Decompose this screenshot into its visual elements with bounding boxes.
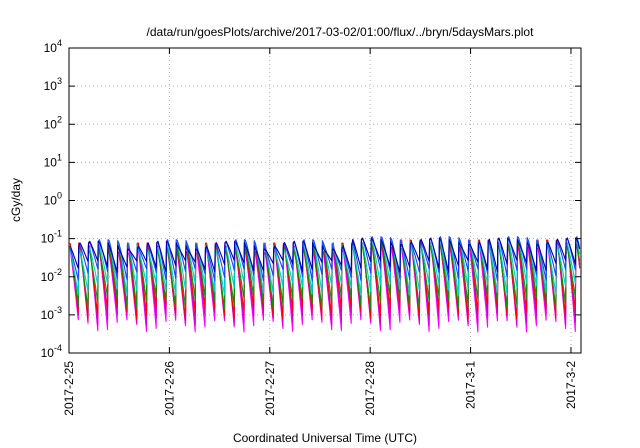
- grid-lines: [69, 48, 581, 353]
- y-tick-label: 10-1: [41, 229, 62, 246]
- y-tick-label: 102: [44, 114, 62, 131]
- y-axis-label: cGy/day: [9, 178, 23, 222]
- y-tick-label: 10-3: [41, 305, 62, 322]
- x-tick-label: 2017-3-1: [464, 361, 478, 409]
- y-tick-label: 101: [44, 152, 62, 169]
- y-tick-label: 100: [44, 191, 62, 208]
- chart-title: /data/run/goesPlots/archive/2017-03-02/0…: [147, 25, 535, 39]
- y-tick-label: 103: [44, 76, 62, 93]
- x-axis-label: Coordinated Universal Time (UTC): [233, 431, 417, 445]
- series-line: [69, 236, 581, 282]
- x-tick-label: 2017-2-26: [162, 361, 176, 416]
- series-lines: [69, 236, 581, 333]
- x-tick-label: 2017-3-2: [564, 361, 578, 409]
- y-tick-label: 104: [44, 38, 62, 55]
- x-tick-label: 2017-2-25: [62, 361, 76, 416]
- y-tick-label: 10-2: [41, 267, 62, 284]
- y-ticks: 10-4 10-3 10-2 10-1 100 101 102 103 104: [41, 38, 581, 360]
- x-tick-label: 2017-2-27: [263, 361, 277, 416]
- x-ticks: 2017-2-25 2017-2-26 2017-2-27 2017-2-28 2017…: [62, 48, 578, 416]
- x-tick-label: 2017-2-28: [363, 361, 377, 416]
- series-line: [69, 240, 581, 310]
- series-line: [69, 237, 581, 273]
- y-tick-label: 10-4: [41, 343, 62, 360]
